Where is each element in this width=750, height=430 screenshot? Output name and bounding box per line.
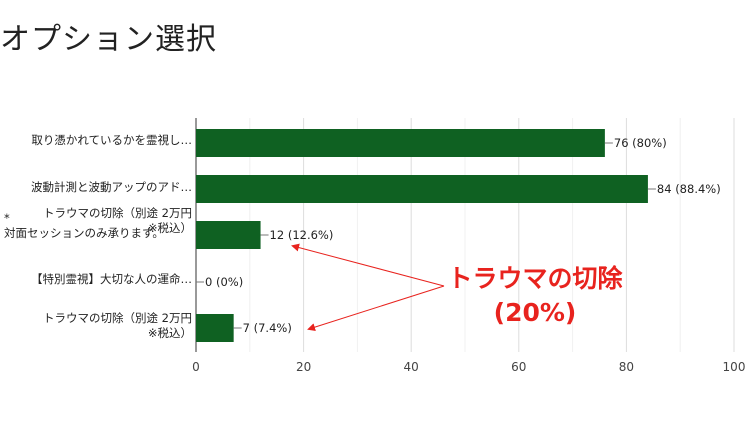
category-label: トラウマの切除（別途 2万円 ※税込） xyxy=(43,206,192,235)
x-tick-label: 20 xyxy=(296,360,311,374)
annotation-line-2: (20%) xyxy=(493,298,577,327)
category-label: 【特別霊視】大切な人の運命… xyxy=(31,272,192,286)
data-label: 76 (80%) xyxy=(614,136,667,150)
category-label: 取り憑かれているかを霊視し… xyxy=(31,133,192,147)
annotation-arrow xyxy=(291,243,445,287)
x-tick-label: 60 xyxy=(511,360,526,374)
data-label: 7 (7.4%) xyxy=(243,321,292,335)
bar xyxy=(196,221,261,249)
annotation-arrow xyxy=(307,285,445,331)
category-note: * 対面セッションのみ承ります。 xyxy=(4,211,164,240)
annotation-line-1: トラウマの切除 xyxy=(447,264,623,293)
category-label: トラウマの切除（別途 2万円 ※税込） xyxy=(43,311,192,340)
x-tick-label: 80 xyxy=(619,360,634,374)
data-label: 0 (0%) xyxy=(205,275,243,289)
category-label: 波動計測と波動アップのアド… xyxy=(31,180,192,194)
annotation-text: トラウマの切除 (20%) xyxy=(430,262,640,330)
x-tick-label: 0 xyxy=(192,360,200,374)
x-tick-label: 100 xyxy=(723,360,746,374)
bar xyxy=(196,175,648,203)
data-label: 12 (12.6%) xyxy=(270,228,334,242)
x-tick-label: 40 xyxy=(404,360,419,374)
page-title: オプション選択 xyxy=(0,22,217,57)
data-label: 84 (88.4%) xyxy=(657,182,721,196)
bar xyxy=(196,314,234,342)
bar xyxy=(196,129,605,157)
